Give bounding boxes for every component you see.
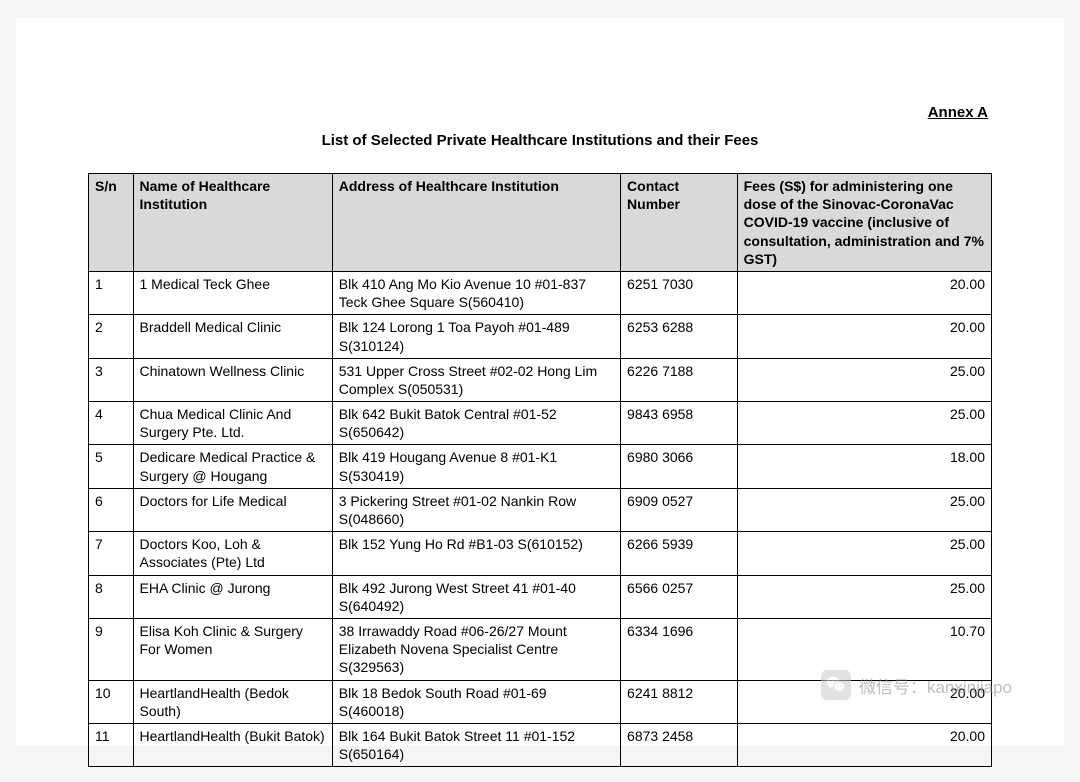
cell-sn: 2 xyxy=(89,315,134,358)
annex-label: Annex A xyxy=(928,104,988,121)
cell-address: Blk 410 Ang Mo Kio Avenue 10 #01-837 Tec… xyxy=(332,271,620,314)
watermark-prefix: 微信号： xyxy=(859,678,927,697)
table-row: 4Chua Medical Clinic And Surgery Pte. Lt… xyxy=(89,402,992,445)
cell-fee: 25.00 xyxy=(737,532,991,575)
cell-fee: 25.00 xyxy=(737,402,991,445)
col-header-contact: Contact Number xyxy=(621,174,738,272)
cell-fee: 25.00 xyxy=(737,575,991,618)
cell-contact: 6334 1696 xyxy=(621,618,738,680)
cell-contact: 6873 2458 xyxy=(621,723,738,766)
cell-address: Blk 124 Lorong 1 Toa Payoh #01-489 S(310… xyxy=(332,315,620,358)
watermark-text: 微信号：kanxinjiapo xyxy=(859,673,1012,698)
wechat-icon xyxy=(821,670,851,700)
cell-name: Elisa Koh Clinic & Surgery For Women xyxy=(133,618,332,680)
cell-fee: 20.00 xyxy=(737,723,991,766)
table-row: 7Doctors Koo, Loh & Associates (Pte) Ltd… xyxy=(89,532,992,575)
table-row: 6Doctors for Life Medical3 Pickering Str… xyxy=(89,488,992,531)
page-title: List of Selected Private Healthcare Inst… xyxy=(88,132,992,149)
table-header-row: S/n Name of Healthcare Institution Addre… xyxy=(89,174,992,272)
cell-address: Blk 492 Jurong West Street 41 #01-40 S(6… xyxy=(332,575,620,618)
cell-sn: 3 xyxy=(89,358,134,401)
cell-contact: 6909 0527 xyxy=(621,488,738,531)
cell-sn: 10 xyxy=(89,680,134,723)
cell-contact: 6266 5939 xyxy=(621,532,738,575)
table-row: 3Chinatown Wellness Clinic531 Upper Cros… xyxy=(89,358,992,401)
cell-sn: 4 xyxy=(89,402,134,445)
cell-name: Chinatown Wellness Clinic xyxy=(133,358,332,401)
cell-name: Dedicare Medical Practice & Surgery @ Ho… xyxy=(133,445,332,488)
cell-contact: 6226 7188 xyxy=(621,358,738,401)
cell-sn: 5 xyxy=(89,445,134,488)
cell-contact: 6253 6288 xyxy=(621,315,738,358)
cell-contact: 6566 0257 xyxy=(621,575,738,618)
cell-name: Chua Medical Clinic And Surgery Pte. Ltd… xyxy=(133,402,332,445)
cell-address: Blk 419 Hougang Avenue 8 #01-K1 S(530419… xyxy=(332,445,620,488)
cell-fee: 25.00 xyxy=(737,358,991,401)
cell-name: 1 Medical Teck Ghee xyxy=(133,271,332,314)
table-row: 8EHA Clinic @ JurongBlk 492 Jurong West … xyxy=(89,575,992,618)
cell-address: Blk 164 Bukit Batok Street 11 #01-152 S(… xyxy=(332,723,620,766)
watermark-id: kanxinjiapo xyxy=(927,678,1012,697)
cell-address: 3 Pickering Street #01-02 Nankin Row S(0… xyxy=(332,488,620,531)
cell-sn: 6 xyxy=(89,488,134,531)
cell-address: Blk 152 Yung Ho Rd #B1-03 S(610152) xyxy=(332,532,620,575)
cell-fee: 18.00 xyxy=(737,445,991,488)
table-row: 2Braddell Medical ClinicBlk 124 Lorong 1… xyxy=(89,315,992,358)
cell-contact: 9843 6958 xyxy=(621,402,738,445)
cell-sn: 7 xyxy=(89,532,134,575)
cell-address: Blk 18 Bedok South Road #01-69 S(460018) xyxy=(332,680,620,723)
cell-address: 38 Irrawaddy Road #06-26/27 Mount Elizab… xyxy=(332,618,620,680)
col-header-sn: S/n xyxy=(89,174,134,272)
cell-sn: 1 xyxy=(89,271,134,314)
cell-contact: 6251 7030 xyxy=(621,271,738,314)
cell-fee: 20.00 xyxy=(737,315,991,358)
cell-name: Doctors for Life Medical xyxy=(133,488,332,531)
col-header-address: Address of Healthcare Institution xyxy=(332,174,620,272)
cell-name: HeartlandHealth (Bedok South) xyxy=(133,680,332,723)
watermark: 微信号：kanxinjiapo xyxy=(821,670,1012,700)
col-header-fees: Fees (S$) for administering one dose of … xyxy=(737,174,991,272)
table-row: 11HeartlandHealth (Bukit Batok)Blk 164 B… xyxy=(89,723,992,766)
cell-contact: 6980 3066 xyxy=(621,445,738,488)
table-row: 5Dedicare Medical Practice & Surgery @ H… xyxy=(89,445,992,488)
cell-sn: 9 xyxy=(89,618,134,680)
cell-name: HeartlandHealth (Bukit Batok) xyxy=(133,723,332,766)
table-row: 11 Medical Teck GheeBlk 410 Ang Mo Kio A… xyxy=(89,271,992,314)
cell-fee: 25.00 xyxy=(737,488,991,531)
cell-name: Braddell Medical Clinic xyxy=(133,315,332,358)
cell-address: 531 Upper Cross Street #02-02 Hong Lim C… xyxy=(332,358,620,401)
cell-contact: 6241 8812 xyxy=(621,680,738,723)
cell-sn: 8 xyxy=(89,575,134,618)
document-page: Annex A List of Selected Private Healthc… xyxy=(16,18,1064,746)
cell-sn: 11 xyxy=(89,723,134,766)
cell-fee: 20.00 xyxy=(737,271,991,314)
cell-name: EHA Clinic @ Jurong xyxy=(133,575,332,618)
cell-name: Doctors Koo, Loh & Associates (Pte) Ltd xyxy=(133,532,332,575)
col-header-name: Name of Healthcare Institution xyxy=(133,174,332,272)
cell-address: Blk 642 Bukit Batok Central #01-52 S(650… xyxy=(332,402,620,445)
